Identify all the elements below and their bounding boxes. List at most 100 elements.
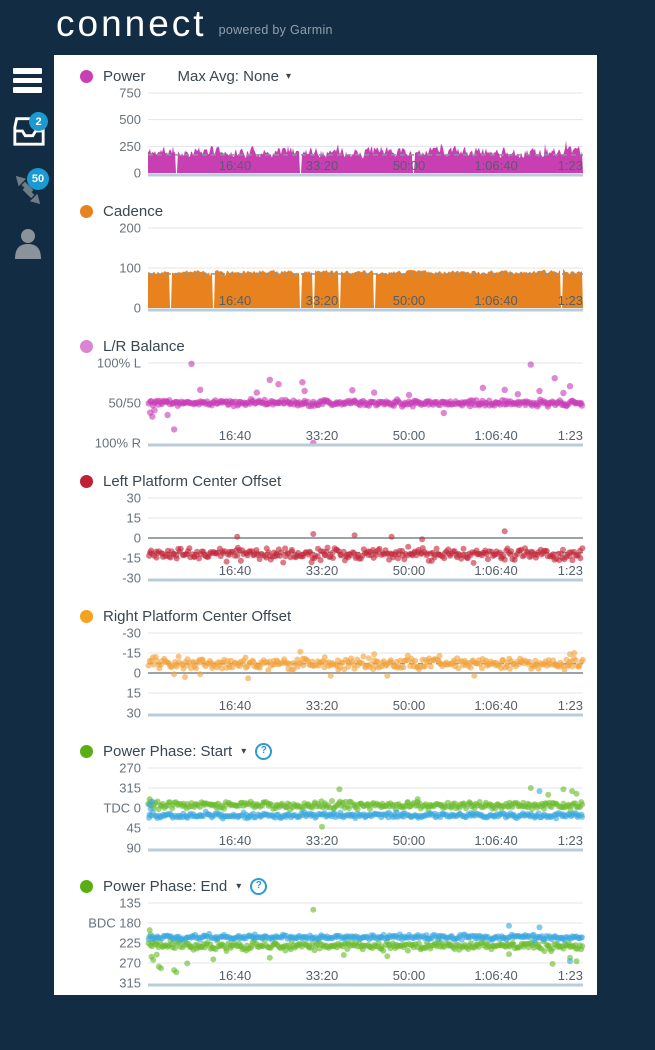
svg-text:0: 0 — [134, 531, 141, 546]
svg-text:33:20: 33:20 — [306, 563, 339, 578]
inbox-badge: 2 — [29, 112, 48, 131]
svg-text:1:23: 1:23 — [558, 968, 583, 983]
left-platform-offset-legend-label: Left Platform Center Offset — [103, 472, 282, 490]
lr-balance-chart-plot[interactable]: 100% L 50/50 100% R 16:40 33:20 50:00 1:06:40 1… — [54, 358, 597, 461]
chart-cadence: Cadence 200 100 0 16:40 33:20 50:00 1:06:40 1:2… — [54, 198, 597, 333]
right-platform-offset-chart-plot[interactable]: -30 -15 0 15 30 16:40 33:20 50:00 1:06:40 1:23 — [54, 628, 597, 731]
right-platform-offset-legend: Right Platform Center Offset — [54, 604, 597, 628]
header: connect powered by Garmin — [56, 2, 333, 46]
left-platform-offset-chart-plot[interactable]: 30 15 0 -15 -30 16:40 33:20 50:00 1:06:40 1:23 — [54, 493, 597, 596]
profile-button[interactable] — [14, 228, 42, 264]
power-phase-start-dropdown[interactable]: ▾ — [241, 745, 247, 757]
svg-text:45: 45 — [127, 821, 141, 836]
compare-badge: 50 — [27, 168, 49, 190]
chart-power-phase-start: Power Phase: Start ▾ ? 270 315 TDC 0 45 90 16… — [54, 738, 597, 873]
power-phase-end-legend-label: Power Phase: End — [103, 877, 228, 895]
svg-text:1:06:40: 1:06:40 — [474, 293, 517, 308]
svg-text:-30: -30 — [122, 571, 141, 586]
chart-power: Power Max Avg: None ▾ 750 500 250 0 16:40 33:… — [54, 63, 597, 198]
left-platform-offset-legend-dot — [80, 474, 93, 488]
cadence-legend: Cadence — [54, 199, 597, 223]
hamburger-bar — [13, 68, 42, 74]
svg-text:750: 750 — [119, 88, 141, 101]
svg-text:-15: -15 — [122, 646, 141, 661]
svg-text:1:23: 1:23 — [558, 833, 583, 848]
svg-text:16:40: 16:40 — [219, 563, 252, 578]
svg-text:33:20: 33:20 — [306, 158, 339, 173]
help-icon[interactable]: ? — [255, 742, 273, 760]
chart-lr-balance: L/R Balance 100% L 50/50 100% R 16:40 33:20 5… — [54, 333, 597, 468]
powered-by-garmin-label: powered by Garmin — [218, 23, 333, 37]
power-phase-end-dropdown[interactable]: ▾ — [236, 880, 242, 892]
svg-text:-30: -30 — [122, 628, 141, 641]
svg-text:1:06:40: 1:06:40 — [474, 563, 517, 578]
chart-left-platform-offset: Left Platform Center Offset 30 15 0 -15 -30 1… — [54, 468, 597, 603]
power-phase-end-legend: Power Phase: End ▾ ? — [54, 874, 597, 898]
svg-text:1:06:40: 1:06:40 — [474, 968, 517, 983]
power-phase-start-legend-dot — [80, 744, 93, 758]
right-platform-offset-legend-dot — [80, 609, 93, 623]
lr-balance-legend-dot — [80, 339, 93, 353]
svg-text:16:40: 16:40 — [219, 968, 252, 983]
svg-text:TDC 0: TDC 0 — [103, 801, 141, 816]
svg-text:1:23: 1:23 — [558, 293, 583, 308]
svg-text:15: 15 — [127, 511, 141, 526]
svg-text:-15: -15 — [122, 551, 141, 566]
svg-text:30: 30 — [127, 493, 141, 506]
svg-text:50:00: 50:00 — [393, 293, 426, 308]
svg-text:33:20: 33:20 — [306, 293, 339, 308]
svg-text:50:00: 50:00 — [393, 158, 426, 173]
lr-balance-legend: L/R Balance — [54, 334, 597, 358]
hamburger-menu-button[interactable] — [13, 68, 42, 94]
max-avg-dropdown[interactable]: Max Avg: None ▾ — [178, 68, 291, 85]
power-legend-label: Power — [103, 67, 146, 85]
cadence-legend-dot — [80, 204, 93, 218]
svg-text:100% L: 100% L — [97, 358, 141, 371]
chevron-down-icon: ▾ — [285, 70, 292, 82]
hamburger-bar — [13, 77, 42, 83]
svg-text:16:40: 16:40 — [219, 698, 252, 713]
power-legend: Power Max Avg: None ▾ — [54, 64, 597, 88]
svg-text:16:40: 16:40 — [219, 428, 252, 443]
help-icon[interactable]: ? — [250, 877, 268, 895]
svg-text:1:23: 1:23 — [558, 428, 583, 443]
svg-text:135: 135 — [119, 898, 141, 911]
svg-text:0: 0 — [134, 301, 141, 316]
svg-text:250: 250 — [119, 139, 141, 154]
svg-text:270: 270 — [119, 763, 141, 776]
power-phase-end-chart-plot[interactable]: 135 BDC 180 225 270 315 16:40 33:20 50:00 1:06:4… — [54, 898, 597, 1001]
transfer-arrows-icon — [15, 175, 41, 204]
power-phase-start-chart-plot[interactable]: 270 315 TDC 0 45 90 16:40 33:20 50:00 1:06:40 1:2… — [54, 763, 597, 866]
svg-text:1:23: 1:23 — [558, 698, 583, 713]
svg-text:50:00: 50:00 — [393, 833, 426, 848]
connect-logo: connect — [56, 3, 207, 44]
cadence-legend-label: Cadence — [103, 202, 164, 220]
svg-text:1:23: 1:23 — [558, 158, 583, 173]
svg-text:16:40: 16:40 — [219, 293, 252, 308]
compare-button[interactable] — [13, 174, 43, 209]
svg-text:100% R: 100% R — [95, 436, 141, 451]
svg-text:225: 225 — [119, 936, 141, 951]
chart-right-platform-offset: Right Platform Center Offset -30 -15 0 15 30… — [54, 603, 597, 738]
hamburger-bar — [13, 87, 42, 93]
power-phase-end-legend-dot — [80, 879, 93, 893]
svg-text:200: 200 — [119, 223, 141, 236]
power-phase-start-legend-label: Power Phase: Start — [103, 742, 233, 760]
cadence-chart-plot[interactable]: 200 100 0 16:40 33:20 50:00 1:06:40 1:23 — [54, 223, 597, 326]
svg-text:16:40: 16:40 — [219, 158, 252, 173]
svg-text:500: 500 — [119, 112, 141, 127]
svg-text:33:20: 33:20 — [306, 968, 339, 983]
svg-text:50:00: 50:00 — [393, 563, 426, 578]
svg-text:90: 90 — [127, 841, 141, 856]
svg-text:0: 0 — [134, 666, 141, 681]
svg-text:30: 30 — [127, 706, 141, 721]
max-avg-value: Max Avg: None — [177, 67, 279, 85]
svg-text:33:20: 33:20 — [306, 428, 339, 443]
svg-text:1:06:40: 1:06:40 — [474, 833, 517, 848]
svg-text:50:00: 50:00 — [393, 968, 426, 983]
svg-text:315: 315 — [119, 976, 141, 991]
svg-text:BDC 180: BDC 180 — [88, 916, 141, 931]
left-platform-offset-legend: Left Platform Center Offset — [54, 469, 597, 493]
power-chart-plot[interactable]: 750 500 250 0 16:40 33:20 50:00 1:06:40 1:23 — [54, 88, 597, 191]
